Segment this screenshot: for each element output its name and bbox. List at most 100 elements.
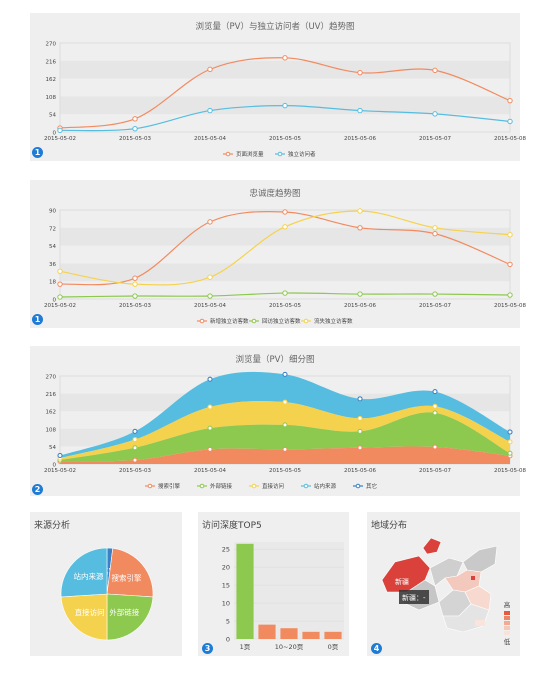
- y-tick-label: 0: [53, 298, 57, 304]
- chart-title: 忠诚度趋势图: [249, 188, 300, 199]
- legend-label: 页面浏览量: [236, 150, 264, 158]
- pie-label: 其它: [101, 566, 116, 576]
- data-point: [357, 445, 363, 451]
- data-point: [57, 127, 63, 134]
- data-point: [357, 107, 363, 114]
- y-tick-label: 90: [49, 209, 56, 215]
- data-point: [432, 111, 438, 117]
- data-point: [207, 293, 213, 299]
- data-point: [432, 444, 438, 450]
- badge-4: 4: [371, 643, 382, 654]
- x-tick-label: 2015-05-05: [269, 468, 301, 474]
- data-point: [57, 453, 63, 459]
- pv-uv-trend-panel: 浏览量（PV）与独立访问者（UV）趋势图 0 54 108 162 216 270 2015-…: [30, 13, 526, 161]
- pie-slice: [106, 548, 154, 598]
- data-point: [507, 450, 513, 456]
- grid-band: [60, 227, 510, 246]
- y-tick-label: 0: [53, 463, 57, 469]
- legend-swatch: [504, 616, 510, 620]
- y-tick-label: 54: [49, 445, 56, 451]
- data-point: [432, 389, 438, 395]
- pie-slice: [60, 547, 108, 598]
- data-point: [207, 404, 213, 410]
- data-point: [282, 446, 288, 452]
- source-analysis-panel: 来源分析 其它 搜索引擎 外部链接 直接访问 站内来源: [30, 512, 182, 656]
- map-region: [462, 545, 498, 573]
- y-tick-label: 36: [49, 262, 56, 268]
- data-point: [282, 102, 288, 109]
- legend-label: 站内来源: [314, 482, 337, 490]
- data-point: [432, 291, 438, 297]
- data-point: [507, 261, 513, 268]
- legend-low-label: 低: [504, 637, 511, 646]
- x-tick-label: 2015-05-03: [119, 468, 151, 474]
- bar: [236, 543, 254, 639]
- y-tick-label: 270: [46, 375, 57, 381]
- y-tick-label: 162: [46, 410, 57, 416]
- bar: [324, 631, 342, 639]
- badge-1b: 1: [32, 314, 43, 325]
- legend-label: 其它: [366, 482, 377, 490]
- y-tick-label: 162: [46, 77, 57, 83]
- data-point: [207, 274, 213, 280]
- legend-swatch: [504, 611, 510, 615]
- x-tick-label: 2015-05-07: [419, 468, 451, 474]
- legend-label: 搜索引擎: [158, 482, 181, 490]
- x-tick-label: 2015-05-03: [119, 303, 151, 309]
- legend-marker: [355, 483, 361, 489]
- legend-swatch: [504, 626, 510, 630]
- data-point: [357, 69, 363, 76]
- area-外部链接: [60, 412, 510, 462]
- data-point: [282, 209, 288, 215]
- data-point: [132, 437, 138, 443]
- pie-label: 直接访问: [75, 607, 105, 617]
- legend-marker: [199, 483, 205, 489]
- data-point: [357, 396, 363, 402]
- map-tooltip: 新疆：-: [402, 593, 426, 602]
- x-tick-label: 2015-05-04: [194, 468, 226, 474]
- y-tick-label: 216: [46, 392, 57, 398]
- legend-swatch: [504, 621, 510, 625]
- x-tick-label: 2015-05-05: [269, 303, 301, 309]
- x-tick-label: 2015-05-06: [344, 468, 376, 474]
- y-tick-label: 72: [49, 226, 56, 232]
- region-panel: 地域分布 新疆 新疆：- 高低 4: [367, 512, 520, 656]
- y-tick-label: 270: [46, 42, 57, 48]
- pie-slice: [106, 593, 154, 641]
- y-tick-label: 5: [226, 618, 230, 626]
- y-tick-label: 54: [49, 244, 56, 250]
- x-tick-label: 0页: [328, 643, 339, 651]
- map-region: [422, 537, 442, 555]
- data-point: [282, 224, 288, 230]
- data-point: [357, 291, 363, 297]
- data-point: [357, 225, 363, 231]
- data-point: [207, 446, 213, 452]
- data-point: [282, 399, 288, 405]
- data-point: [432, 67, 438, 74]
- y-tick-label: 25: [222, 546, 230, 554]
- x-tick-label: 10~20页: [275, 643, 304, 651]
- data-point: [507, 118, 513, 125]
- data-point: [132, 116, 138, 122]
- legend-label: 独立访问者: [288, 150, 316, 158]
- data-point: [282, 371, 288, 377]
- visit-depth-bar-chart: 0 5 10 15 20 25 1页 10~20页 0页: [222, 542, 344, 651]
- legend-high-label: 高: [504, 600, 511, 609]
- y-tick-label: 20: [222, 564, 230, 572]
- y-tick-label: 108: [46, 427, 57, 433]
- legend-marker: [251, 318, 257, 324]
- data-point: [507, 439, 513, 445]
- legend-marker: [199, 318, 205, 324]
- pv-breakdown-chart: 浏览量（PV）细分图 0 54 108 162 216 270 2015-05-02 2015-…: [44, 354, 526, 490]
- bar: [280, 628, 298, 639]
- x-tick-label: 2015-05-08: [494, 303, 526, 309]
- chart-title: 浏览量（PV）与独立访问者（UV）趋势图: [196, 21, 355, 32]
- area-搜索引擎: [60, 446, 510, 464]
- x-tick-label: 2015-05-04: [194, 303, 226, 309]
- pie-label: 站内来源: [74, 571, 104, 581]
- data-point: [432, 225, 438, 231]
- data-point: [207, 376, 213, 382]
- legend-label: 直接访问: [262, 482, 284, 490]
- pv-uv-trend-chart: 浏览量（PV）与独立访问者（UV）趋势图 0 54 108 162 216 270 2015-…: [44, 21, 526, 158]
